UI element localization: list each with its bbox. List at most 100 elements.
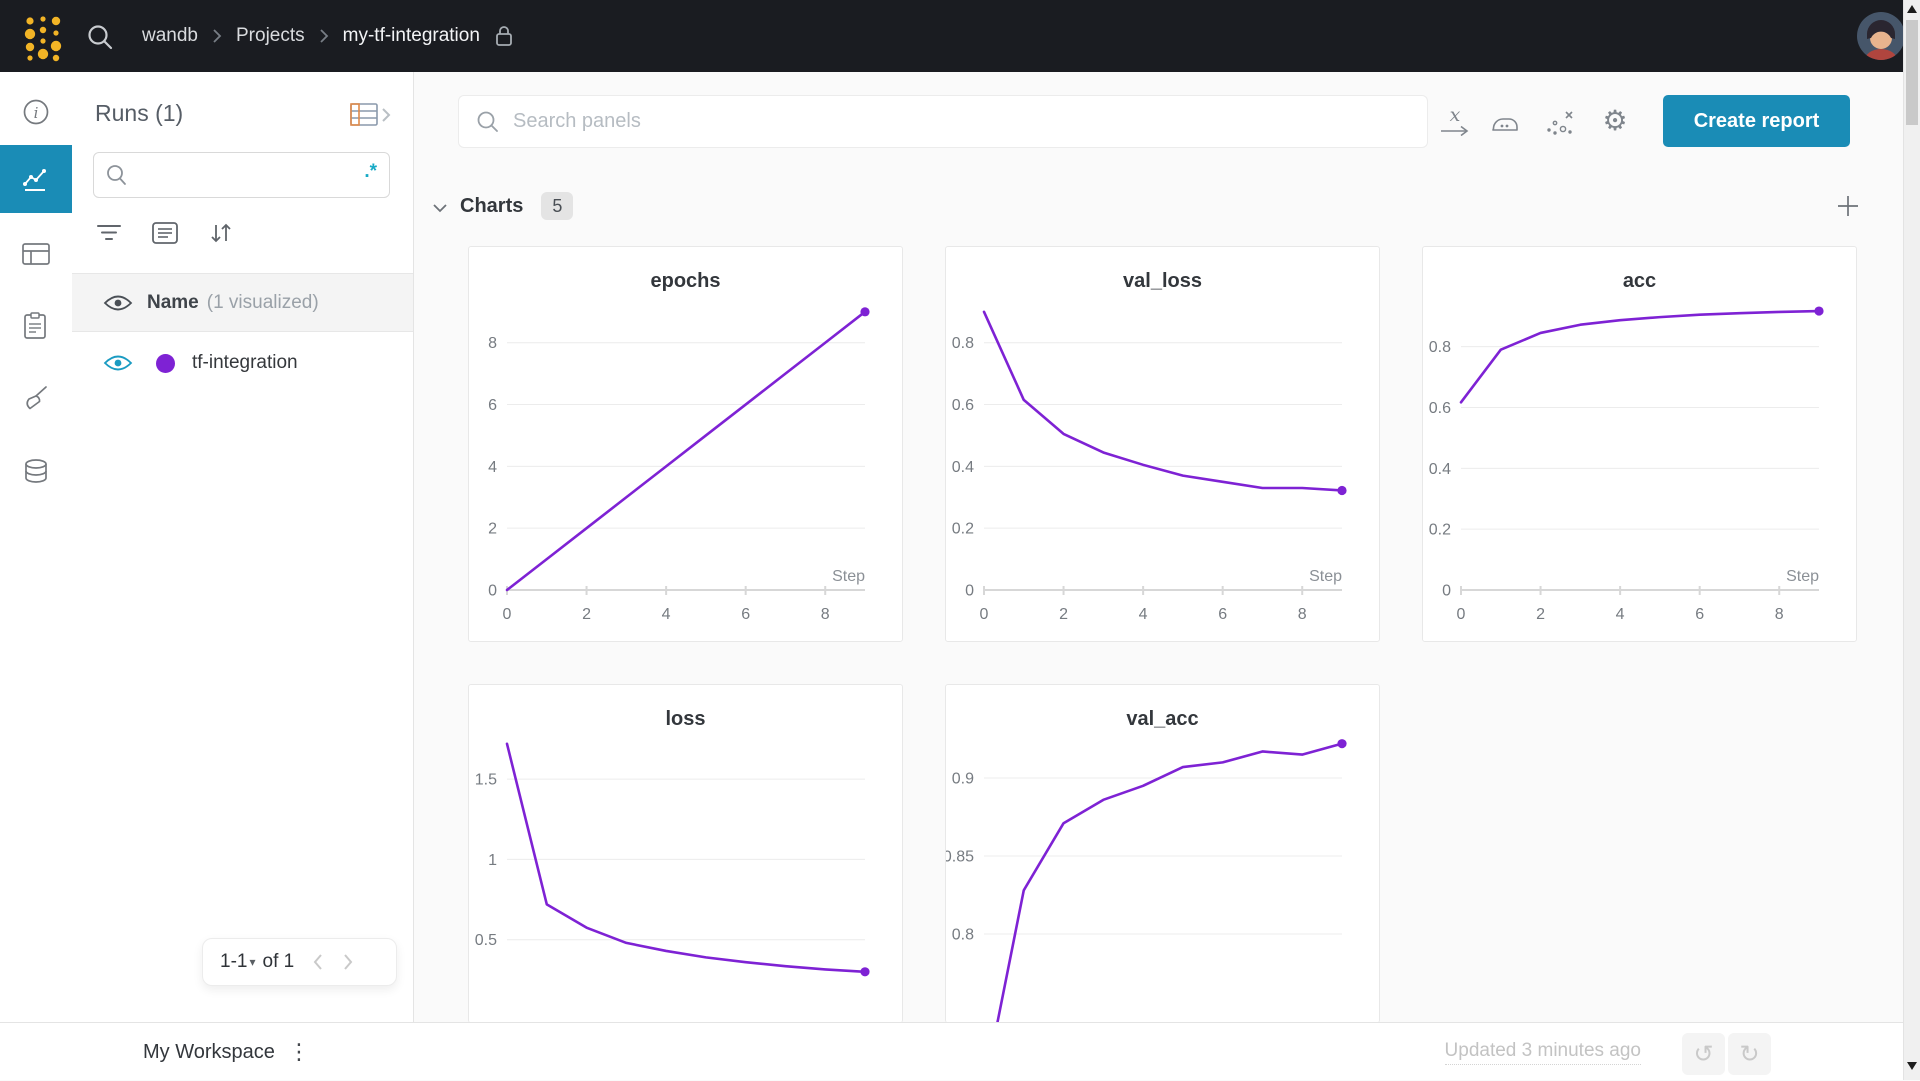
svg-text:0.5: 0.5 (475, 932, 497, 949)
create-report-button[interactable]: Create report (1663, 95, 1850, 147)
svg-text:1: 1 (488, 852, 497, 869)
runs-panel-title: Runs (1) (95, 100, 184, 126)
rail-item-overview[interactable]: i (0, 84, 72, 140)
run-row[interactable]: tf-integration (72, 332, 413, 394)
sort-icon (211, 223, 231, 243)
add-panel-plus-icon[interactable] (1836, 194, 1860, 218)
x-axis-arrow-icon (1441, 125, 1469, 136)
svg-text:0.9: 0.9 (952, 770, 974, 787)
run-color-dot[interactable] (156, 353, 175, 373)
svg-text:4: 4 (662, 606, 671, 623)
smoothing-button[interactable] (1487, 100, 1523, 144)
svg-text:0.6: 0.6 (952, 397, 974, 414)
top-navbar: wandb Projects my-tf-integration (0, 0, 1920, 72)
workspace-menu-kebab-icon[interactable]: ⋮ (288, 1039, 310, 1065)
svg-text:Step: Step (1309, 568, 1342, 585)
wandb-logo-icon[interactable] (14, 8, 70, 64)
scatter-outliers-icon (1547, 111, 1573, 135)
visibility-all-eye-icon[interactable] (103, 293, 133, 313)
avatar[interactable] (1857, 12, 1905, 60)
run-name[interactable]: tf-integration (192, 352, 298, 373)
sort-button[interactable] (205, 220, 237, 246)
name-column-label: Name (147, 291, 199, 313)
rail-item-charts[interactable] (0, 145, 72, 213)
chart-panel[interactable]: val_loss 0 0.2 0.4 0.6 0.8 0 2 4 6 8 Step (945, 246, 1380, 642)
breadcrumb-chevron-icon (320, 29, 328, 43)
iron-icon (1492, 118, 1518, 131)
x-axis-icon: x (1449, 104, 1461, 126)
svg-text:0.4: 0.4 (1429, 461, 1451, 478)
pagination-next-icon[interactable] (342, 953, 354, 971)
nav-search-icon[interactable] (86, 23, 114, 51)
breadcrumb-chevron-icon (213, 29, 222, 43)
workspace-settings-button[interactable]: ⚙ (1597, 98, 1633, 144)
chart-panel[interactable]: epochs 0 2 4 6 8 0 2 4 6 8 Step (468, 246, 903, 642)
charts-count-badge: 5 (541, 192, 574, 220)
runs-search-box: .* (93, 152, 390, 198)
panel-search-input[interactable] (511, 109, 1427, 134)
pagination-prev-icon[interactable] (312, 953, 324, 971)
svg-text:0.8: 0.8 (1429, 339, 1451, 356)
filter-icon (97, 225, 121, 240)
history-buttons: ↺ ↻ (1682, 1033, 1771, 1075)
rail-item-logs[interactable] (0, 298, 72, 354)
page-scrollbar[interactable] (1903, 0, 1920, 1080)
svg-text:0: 0 (488, 583, 497, 600)
chart-val_loss[interactable]: val_loss 0 0.2 0.4 0.6 0.8 0 2 4 6 8 Step (946, 247, 1379, 641)
x-axis-settings-button[interactable]: x (1437, 98, 1473, 144)
svg-text:4: 4 (1139, 606, 1148, 623)
filter-button[interactable] (93, 220, 125, 246)
search-icon (107, 165, 126, 185)
scrollbar-up-arrow[interactable] (1907, 5, 1917, 13)
lock-icon (496, 26, 512, 46)
scrollbar-thumb[interactable] (1906, 20, 1918, 125)
svg-text:0.6: 0.6 (1429, 400, 1451, 417)
chart-acc[interactable]: acc 0 0.2 0.4 0.6 0.8 0 2 4 6 8 Step (1423, 247, 1856, 641)
charts-section-title[interactable]: Charts (460, 194, 524, 217)
columns-button[interactable] (149, 220, 181, 246)
pagination-range[interactable]: 1-1 (220, 951, 248, 972)
redo-button[interactable]: ↻ (1728, 1033, 1771, 1075)
breadcrumb-entity[interactable]: wandb (142, 25, 198, 46)
undo-icon: ↺ (1693, 1040, 1714, 1068)
pagination-caret-icon[interactable]: ▾ (249, 955, 256, 969)
undo-button[interactable]: ↺ (1682, 1033, 1725, 1075)
breadcrumb-project-name[interactable]: my-tf-integration (342, 25, 480, 46)
svg-text:0.2: 0.2 (952, 521, 974, 538)
chart-epochs[interactable]: epochs 0 2 4 6 8 0 2 4 6 8 Step (469, 247, 902, 641)
left-rail: i (0, 72, 73, 1022)
broom-icon (26, 386, 47, 410)
scrollbar-down-arrow[interactable] (1907, 1062, 1917, 1070)
svg-text:6: 6 (1218, 606, 1227, 623)
svg-text:0.4: 0.4 (952, 459, 974, 476)
rail-item-sweeps[interactable] (0, 370, 72, 426)
charts-section-header: Charts 5 (432, 190, 574, 222)
svg-text:4: 4 (1616, 606, 1625, 623)
runs-search-input[interactable] (134, 163, 365, 187)
database-icon (25, 459, 47, 483)
svg-text:2: 2 (488, 521, 497, 538)
svg-text:Step: Step (1786, 568, 1819, 585)
svg-text:8: 8 (821, 606, 830, 623)
chart-panel[interactable]: acc 0 0.2 0.4 0.6 0.8 0 2 4 6 8 Step (1422, 246, 1857, 642)
list-icon (152, 222, 178, 244)
workspace-selector[interactable]: My Workspace (143, 1040, 275, 1063)
rail-item-artifacts[interactable] (0, 444, 72, 500)
svg-text:val_acc: val_acc (1126, 708, 1198, 730)
visualized-count-label: (1 visualized) (206, 291, 319, 313)
regex-toggle[interactable]: .* (364, 161, 377, 182)
breadcrumb-projects[interactable]: Projects (236, 25, 305, 46)
svg-text:2: 2 (1536, 606, 1545, 623)
run-visibility-eye-icon[interactable] (103, 353, 133, 373)
expand-runs-table-icon[interactable] (350, 103, 392, 127)
rail-item-table[interactable] (0, 226, 72, 282)
svg-text:0.85: 0.85 (946, 848, 974, 865)
collapse-chevron-down-icon[interactable] (432, 203, 448, 213)
outliers-button[interactable] (1542, 100, 1578, 144)
svg-text:0: 0 (503, 606, 512, 623)
svg-text:0: 0 (1457, 606, 1466, 623)
